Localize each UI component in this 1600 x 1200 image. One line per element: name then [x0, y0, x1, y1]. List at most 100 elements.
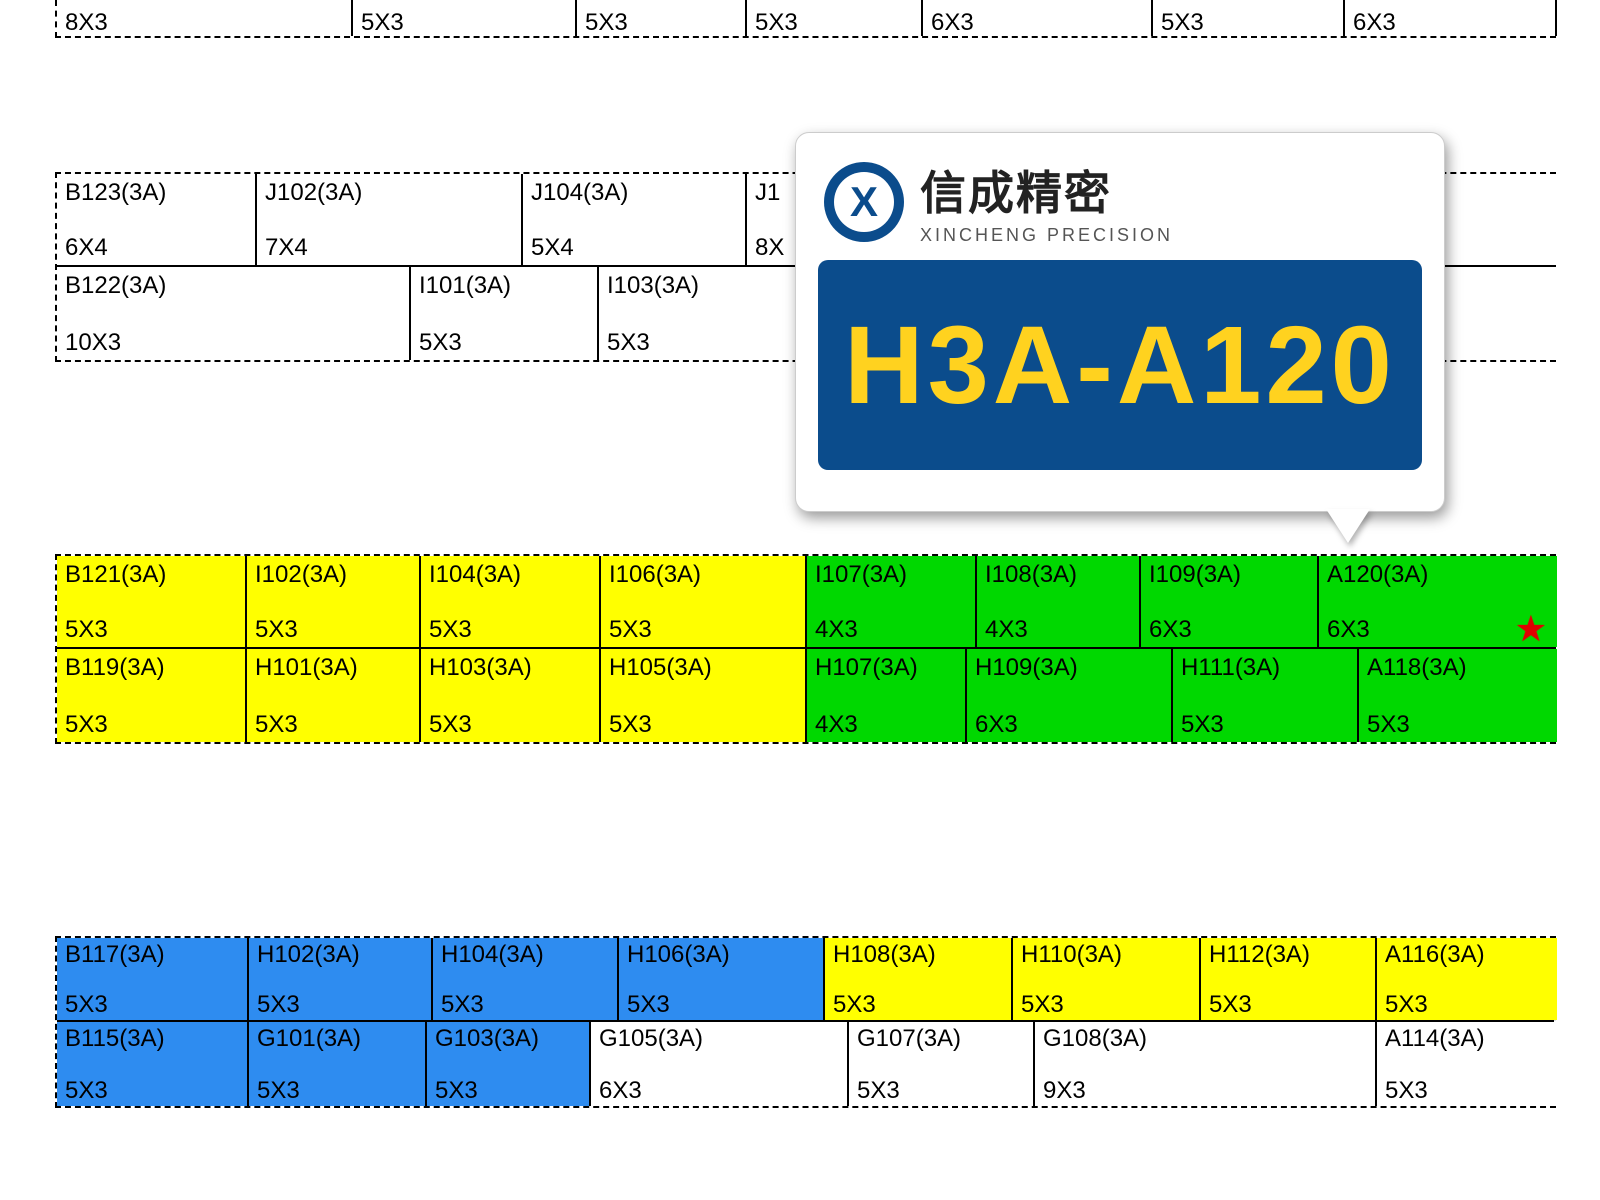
cell-size: 5X3 — [609, 712, 797, 738]
block4-cell[interactable]: G108(3A)9X3 — [1035, 1022, 1377, 1106]
block4-cell[interactable]: B115(3A) 5X3 — [57, 1022, 249, 1106]
cell-id: I109(3A) — [1149, 562, 1309, 588]
block3-cell[interactable]: I104(3A)5X3 — [421, 556, 601, 647]
block2-cell[interactable]: B123(3A) 6X4 — [57, 174, 257, 265]
cell-id: H110(3A) — [1021, 942, 1191, 968]
block4-cell[interactable]: H104(3A)5X3 — [433, 938, 619, 1020]
cell-id: I101(3A) — [419, 273, 589, 299]
cell-id: G107(3A) — [857, 1026, 1025, 1052]
cell-id: H102(3A) — [257, 942, 423, 968]
cell-id: B119(3A) — [65, 655, 237, 681]
block3-cell[interactable]: I102(3A)5X3 — [247, 556, 421, 647]
block3-cell[interactable]: H107(3A) 4X3 — [807, 649, 967, 742]
block4-cell[interactable]: H108(3A)5X3 — [825, 938, 1013, 1020]
block4-cell[interactable]: H106(3A) 5X3 — [619, 938, 825, 1020]
cell-size: 10X3 — [65, 330, 401, 356]
cell-id: J104(3A) — [531, 180, 737, 206]
block3-cell[interactable]: A118(3A)5X3 — [1359, 649, 1557, 742]
block4-cell[interactable]: H110(3A)5X3 — [1013, 938, 1201, 1020]
floorplan-canvas: 8X35X35X35X36X35X36X3 B123(3A)6X4J102(3A… — [0, 0, 1600, 1200]
cell-size: 4X3 — [815, 712, 957, 738]
cell-size: 5X3 — [857, 1078, 1025, 1104]
cell-id: H111(3A) — [1181, 655, 1349, 681]
block2-cell[interactable]: I101(3A)5X3 — [411, 267, 599, 360]
cell-size: 5X3 — [585, 10, 737, 36]
cell-size: 5X3 — [435, 1078, 581, 1104]
cell-size: 4X3 — [815, 617, 967, 643]
cell-size: 5X3 — [1385, 992, 1549, 1018]
cell-size: 5X3 — [257, 1078, 417, 1104]
brand-name-en: XINCHENG PRECISION — [920, 225, 1173, 246]
block2-cell[interactable]: J104(3A) 5X4 — [523, 174, 747, 265]
cell-size: 5X3 — [255, 617, 411, 643]
block3-cell[interactable]: B119(3A)5X3 — [57, 649, 247, 742]
cell-id: A116(3A) — [1385, 942, 1549, 968]
topfrag-cell: 5X3 — [747, 0, 923, 36]
cell-id: H101(3A) — [255, 655, 411, 681]
cell-size: 5X3 — [441, 992, 609, 1018]
cell-size: 5X3 — [65, 992, 239, 1018]
block3-cell[interactable]: H111(3A) 5X3 — [1173, 649, 1359, 742]
cell-size: 5X3 — [429, 617, 591, 643]
block3-cell[interactable]: H101(3A) 5X3 — [247, 649, 421, 742]
booth-callout: X 信成精密 XINCHENG PRECISION H3A-A120 — [795, 132, 1445, 512]
cell-size: 5X3 — [627, 992, 815, 1018]
cell-size: 5X3 — [1181, 712, 1349, 738]
block3-cell[interactable]: A120(3A)6X3★ — [1319, 556, 1557, 647]
cell-id: G108(3A) — [1043, 1026, 1367, 1052]
cell-id: G103(3A) — [435, 1026, 581, 1052]
block4-cell[interactable]: G107(3A) 5X3 — [849, 1022, 1035, 1106]
cell-id: B121(3A) — [65, 562, 237, 588]
block3-cell[interactable]: H105(3A) 5X3 — [601, 649, 807, 742]
block4-cell[interactable]: G101(3A)5X3 — [249, 1022, 427, 1106]
cell-size: 4X3 — [985, 617, 1131, 643]
cell-size: 7X4 — [265, 235, 513, 261]
cell-id: H108(3A) — [833, 942, 1003, 968]
cell-size: 5X4 — [531, 235, 737, 261]
cell-id: H103(3A) — [429, 655, 591, 681]
block3-cell[interactable]: I106(3A) 5X3 — [601, 556, 807, 647]
cell-id: B115(3A) — [65, 1026, 239, 1052]
block4-cell[interactable]: G105(3A)6X3 — [591, 1022, 849, 1106]
topfrag-cell: 5X3 — [577, 0, 747, 36]
cell-id: H106(3A) — [627, 942, 815, 968]
block3-cell[interactable]: H103(3A) 5X3 — [421, 649, 601, 742]
block3-cell[interactable]: B121(3A)5X3 — [57, 556, 247, 647]
cell-size: 6X3 — [1353, 10, 1547, 36]
block2-cell[interactable]: J102(3A)7X4 — [257, 174, 523, 265]
block4-cell[interactable]: A116(3A) 5X3 — [1377, 938, 1557, 1020]
block4-cell[interactable]: G103(3A) 5X3 — [427, 1022, 591, 1106]
block3-cell[interactable]: I109(3A) 6X3 — [1141, 556, 1319, 647]
cell-size: 8X3 — [65, 10, 343, 36]
cell-id: B123(3A) — [65, 180, 247, 206]
topfrag-cell: 6X3 — [923, 0, 1153, 36]
cell-id: H112(3A) — [1209, 942, 1367, 968]
block3-cell[interactable]: I107(3A)4X3 — [807, 556, 977, 647]
cell-size: 5X3 — [609, 617, 797, 643]
cell-size: 5X3 — [65, 1078, 239, 1104]
cell-size: 5X3 — [429, 712, 591, 738]
block3-cell[interactable]: H109(3A)6X3 — [967, 649, 1173, 742]
block4-cell[interactable]: B117(3A)5X3 — [57, 938, 249, 1020]
cell-size: 6X3 — [1149, 617, 1309, 643]
block3-cell[interactable]: I108(3A)4X3 — [977, 556, 1141, 647]
block4-cell[interactable]: H112(3A) 5X3 — [1201, 938, 1377, 1020]
cell-size: 5X3 — [1161, 10, 1335, 36]
cell-id: H105(3A) — [609, 655, 797, 681]
cell-id: I106(3A) — [609, 562, 797, 588]
callout-tail-icon — [1326, 509, 1370, 543]
cell-size: 6X4 — [65, 235, 247, 261]
cell-size: 5X3 — [255, 712, 411, 738]
block-3: B121(3A)5X3I102(3A)5X3I104(3A)5X3I106(3A… — [55, 554, 1556, 744]
cell-size: 5X3 — [257, 992, 423, 1018]
cell-id: A118(3A) — [1367, 655, 1549, 681]
block2-cell[interactable]: B122(3A)10X3 — [57, 267, 411, 360]
block4-cell[interactable]: A114(3A)5X3 — [1377, 1022, 1557, 1106]
topfrag-cell: 5X3 — [353, 0, 577, 36]
cell-size: 5X3 — [1209, 992, 1367, 1018]
cell-id: H107(3A) — [815, 655, 957, 681]
block4-cell[interactable]: H102(3A) 5X3 — [249, 938, 433, 1020]
brand-name-cn: 信成精密 — [920, 157, 1173, 223]
cell-size: 6X3 — [975, 712, 1163, 738]
cell-id: G105(3A) — [599, 1026, 839, 1052]
